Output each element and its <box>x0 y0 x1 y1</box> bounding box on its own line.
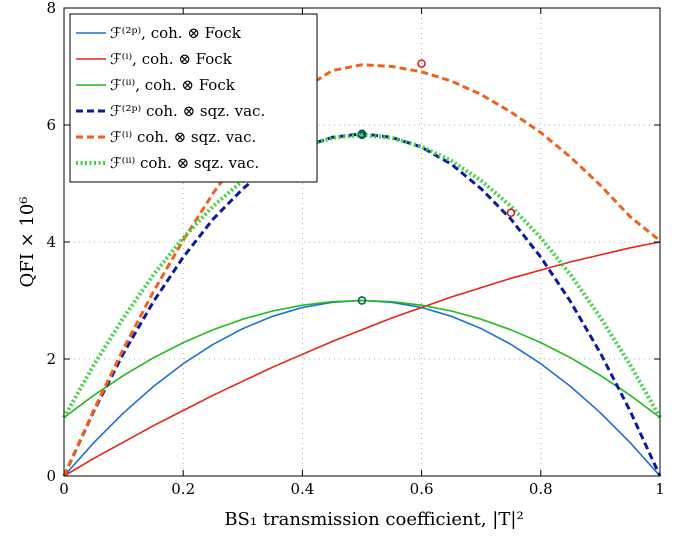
legend-label-6: ℱ⁽ⁱⁱ⁾ coh. ⊗ sqz. vac. <box>110 154 259 172</box>
legend-label-2: ℱ⁽ⁱ⁾, coh. ⊗ Fock <box>110 50 233 68</box>
x-tick-label: 0.8 <box>529 480 553 498</box>
x-tick-label: 0.6 <box>410 480 434 498</box>
peak-marker-2 <box>506 208 516 217</box>
y-tick-label: 0 <box>46 467 56 485</box>
y-tick-label: 2 <box>46 350 56 368</box>
series-line-3 <box>63 299 661 419</box>
axis-ticks: 0 0.2 0.4 0.6 0.8 1 0 2 4 6 8 <box>46 0 664 498</box>
x-tick-label: 0.4 <box>290 480 314 498</box>
peak-marker-3 <box>357 296 367 305</box>
peak-marker-6 <box>357 130 367 140</box>
legend: ℱ⁽²ᵖ⁾, coh. ⊗ Fock ℱ⁽ⁱ⁾, coh. ⊗ Fock ℱ⁽ⁱⁱ⁾… <box>69 13 318 183</box>
series-layer <box>62 63 662 477</box>
legend-box <box>69 13 318 183</box>
peak-markers <box>357 59 516 305</box>
x-tick-label: 0 <box>59 480 69 498</box>
y-axis-label: QFI × 10⁶ <box>17 196 38 287</box>
series-line-6 <box>62 132 662 419</box>
x-tick-label: 1 <box>655 480 665 498</box>
peak-marker-5 <box>417 59 426 68</box>
legend-label-3: ℱ⁽ⁱⁱ⁾, coh. ⊗ Fock <box>110 76 236 94</box>
series-line-5 <box>62 63 661 477</box>
x-axis-label: BS₁ transmission coefficient, |T|² <box>224 509 523 530</box>
y-tick-label: 6 <box>46 116 56 134</box>
grid <box>64 8 660 476</box>
legend-label-1: ℱ⁽²ᵖ⁾, coh. ⊗ Fock <box>110 24 242 42</box>
legend-label-5: ℱ⁽ⁱ⁾ coh. ⊗ sqz. vac. <box>110 128 256 146</box>
legend-label-4: ℱ⁽²ᵖ⁾ coh. ⊗ sqz. vac. <box>110 102 265 120</box>
y-tick-label: 8 <box>46 0 56 17</box>
y-tick-label: 4 <box>46 233 56 251</box>
x-tick-label: 0.2 <box>171 480 195 498</box>
series-line-2 <box>63 241 661 477</box>
